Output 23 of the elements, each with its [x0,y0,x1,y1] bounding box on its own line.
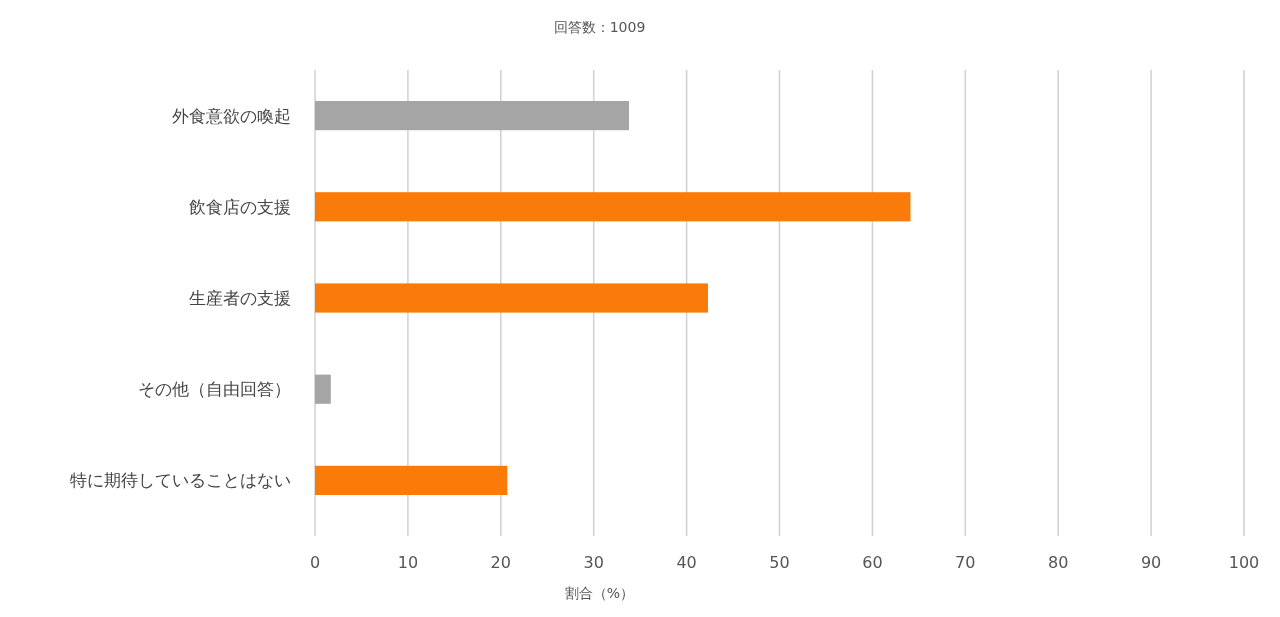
y-tick-label: その他（自由回答） [138,379,291,400]
x-tick-label: 30 [583,553,604,572]
x-tick-label: 80 [1048,553,1069,572]
x-tick-label: 50 [769,553,790,572]
x-tick-label: 100 [1228,553,1260,572]
bar [315,101,629,131]
bar [315,283,708,313]
bar [315,374,331,404]
x-tick-label: 70 [955,553,976,572]
bar [315,192,911,222]
x-tick-label: 60 [862,553,883,572]
bar [315,465,508,495]
x-axis-title: 割合（%） [564,585,635,601]
x-tick-label: 0 [309,553,321,572]
x-tick-label: 20 [490,553,511,572]
y-tick-label: 飲食店の支援 [189,196,291,217]
x-tick-label: 90 [1140,553,1162,572]
y-tick-label: 外食意欲の喚起 [172,105,291,126]
y-tick-label: 生産者の支援 [189,287,291,308]
chart-title: 回答数：1009 [553,19,646,35]
y-tick-label: 特に期待していることはない [70,470,291,491]
x-tick-label: 10 [397,553,419,572]
x-tick-label: 40 [676,553,697,572]
